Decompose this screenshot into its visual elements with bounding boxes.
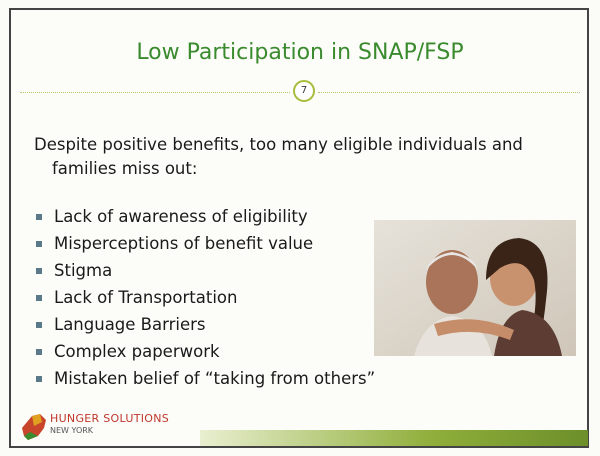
footer-bar [200, 430, 588, 446]
bullet-item: Lack of awareness of eligibility [34, 203, 375, 230]
slide-number: 7 [293, 80, 315, 102]
logo-region: NEW YORK [50, 426, 93, 435]
bullet-item: Stigma [34, 257, 375, 284]
divider [20, 92, 290, 93]
slide: Low Participation in SNAP/FSP 7 Despite … [0, 0, 600, 456]
bullet-item: Misperceptions of benefit value [34, 230, 375, 257]
bullet-item: Language Barriers [34, 311, 375, 338]
photo [374, 220, 576, 356]
bullet-item: Complex paperwork [34, 338, 375, 365]
logo-name: HUNGER SOLUTIONS [50, 412, 169, 425]
divider [318, 92, 580, 93]
bullet-item: Mistaken belief of “taking from others” [34, 365, 375, 392]
intro-text: Despite positive benefits, too many elig… [34, 133, 572, 181]
bullet-item: Lack of Transportation [34, 284, 375, 311]
slide-title: Low Participation in SNAP/FSP [0, 40, 600, 65]
